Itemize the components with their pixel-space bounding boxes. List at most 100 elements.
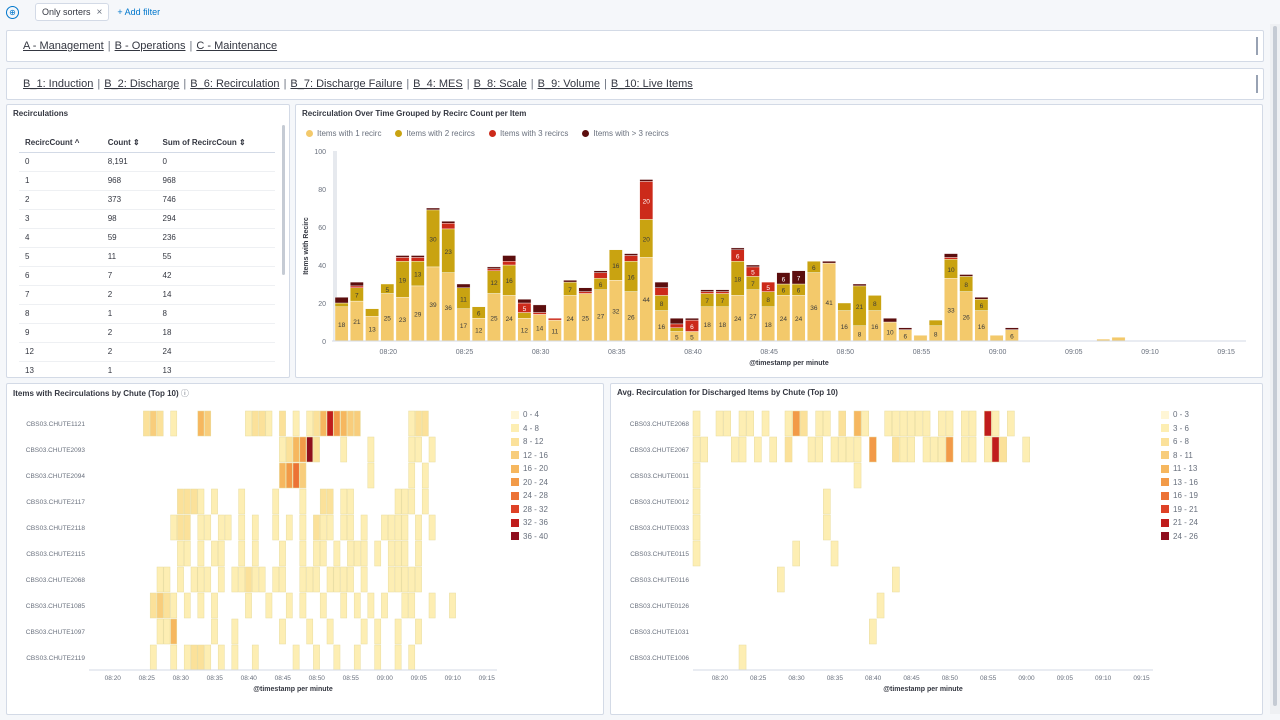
bar-segment[interactable]: [654, 287, 669, 296]
heatmap-cell[interactable]: [245, 592, 252, 619]
heatmap-cell[interactable]: [313, 410, 320, 437]
bar-segment[interactable]: [669, 327, 684, 332]
heatmap-cell[interactable]: [170, 410, 178, 437]
bar-segment[interactable]: [624, 255, 638, 262]
heatmap-cell[interactable]: [183, 644, 191, 671]
bar-segment[interactable]: [791, 270, 806, 285]
heatmap-cell[interactable]: [306, 436, 314, 463]
heatmap-cell[interactable]: [204, 566, 212, 593]
bar-segment[interactable]: [578, 287, 593, 292]
heatmap-cell[interactable]: [170, 592, 178, 619]
legend-item[interactable]: 11 - 13: [1161, 462, 1198, 476]
heatmap-cell[interactable]: [347, 514, 354, 541]
heatmap-cell[interactable]: [428, 436, 436, 463]
bar-segment[interactable]: [669, 323, 684, 328]
heatmap-cell[interactable]: [326, 514, 334, 541]
legend-item[interactable]: 28 - 32: [511, 503, 548, 517]
heatmap-cell[interactable]: [190, 566, 198, 593]
heatmap-cell[interactable]: [892, 566, 900, 593]
heatmap-cell[interactable]: [823, 410, 831, 437]
heatmap-cell[interactable]: [340, 410, 348, 437]
legend-item[interactable]: 32 - 36: [511, 516, 548, 530]
heatmap-cell[interactable]: [401, 488, 409, 515]
heatmap-cell[interactable]: [731, 436, 739, 463]
bar-segment[interactable]: [624, 253, 638, 256]
heatmap-cell[interactable]: [319, 592, 327, 619]
heatmap-cell[interactable]: [353, 592, 361, 619]
heatmap-cell[interactable]: [723, 410, 731, 437]
column-header-recirccount[interactable]: RecircCount ^: [19, 133, 102, 153]
close-icon[interactable]: ×: [96, 6, 103, 18]
heatmap-cell[interactable]: [792, 410, 800, 437]
heatmap-cell[interactable]: [319, 410, 327, 437]
bar-segment[interactable]: [700, 289, 715, 292]
heatmap-cell[interactable]: [394, 540, 402, 567]
heatmap-cell[interactable]: [340, 566, 348, 593]
nav-link-b-2-discharge[interactable]: B_2: Discharge: [104, 78, 180, 90]
bar-segment[interactable]: [502, 255, 516, 262]
heatmap-cell[interactable]: [784, 410, 793, 437]
heatmap-cell[interactable]: [279, 462, 286, 489]
heatmap-cell[interactable]: [333, 540, 341, 567]
heatmap-cell[interactable]: [204, 410, 212, 437]
legend-item-items-with-1-recirc[interactable]: Items with 1 recirc: [306, 129, 381, 138]
heatmap-cell[interactable]: [224, 514, 232, 541]
legend-item[interactable]: 21 - 24: [1161, 516, 1198, 530]
heatmap-cell[interactable]: [360, 566, 368, 593]
bar-segment[interactable]: [593, 272, 608, 279]
bar-segment[interactable]: [867, 295, 882, 311]
heatmap-cell[interactable]: [984, 410, 992, 437]
heatmap-cell[interactable]: [326, 618, 334, 645]
heatmap-cell[interactable]: [306, 566, 314, 593]
heatmap-cell[interactable]: [922, 436, 931, 463]
heatmap-cell[interactable]: [197, 592, 205, 619]
heatmap-cell[interactable]: [408, 436, 416, 463]
heatmap-cell[interactable]: [285, 592, 293, 619]
bar-segment[interactable]: [822, 260, 836, 264]
heatmap-cell[interactable]: [238, 566, 246, 593]
heatmap-cell[interactable]: [238, 540, 246, 567]
heatmap-cell[interactable]: [892, 410, 900, 437]
nav-link-a-management[interactable]: A - Management: [23, 40, 104, 52]
heatmap-cell[interactable]: [347, 410, 354, 437]
heatmap-cell[interactable]: [415, 410, 422, 437]
heatmap-cell[interactable]: [415, 618, 422, 645]
heatmap-cell[interactable]: [251, 644, 259, 671]
bar-segment[interactable]: [928, 319, 943, 327]
nav-link-c-maintenance[interactable]: C - Maintenance: [196, 40, 278, 52]
heatmap-cell[interactable]: [415, 514, 422, 541]
heatmap-cell[interactable]: [938, 410, 946, 437]
bar-segment[interactable]: [487, 268, 501, 271]
heatmap-cell[interactable]: [408, 566, 416, 593]
heatmap-cell[interactable]: [279, 436, 286, 463]
heatmap-cell[interactable]: [374, 618, 382, 645]
heatmap-cell[interactable]: [930, 436, 938, 463]
filter-pill-only-sorters[interactable]: Only sorters ×: [35, 3, 110, 21]
heatmap-cell[interactable]: [326, 566, 334, 593]
heatmap-cell[interactable]: [197, 410, 205, 437]
heatmap-cell[interactable]: [387, 514, 395, 541]
heatmap-cell[interactable]: [156, 566, 164, 593]
heatmap-cell[interactable]: [415, 436, 422, 463]
heatmap-cell[interactable]: [299, 462, 307, 489]
heatmap-cell[interactable]: [692, 514, 701, 541]
bar-segment[interactable]: [471, 306, 486, 319]
heatmap-cell[interactable]: [204, 644, 212, 671]
heatmap-cell[interactable]: [272, 488, 280, 515]
heatmap-cell[interactable]: [251, 566, 259, 593]
heatmap-cell[interactable]: [204, 514, 212, 541]
bar-segment[interactable]: [1111, 336, 1126, 342]
heatmap-cell[interactable]: [428, 514, 436, 541]
heatmap-cell[interactable]: [367, 436, 375, 463]
heatmap-cell[interactable]: [333, 566, 341, 593]
heatmap-cell[interactable]: [163, 618, 171, 645]
legend-item[interactable]: 0 - 4: [511, 408, 548, 422]
heatmap-cell[interactable]: [853, 410, 862, 437]
heatmap-cell[interactable]: [279, 566, 286, 593]
info-icon[interactable]: ⓘ: [180, 389, 189, 398]
bar-segment[interactable]: [776, 272, 791, 285]
heatmap-cell[interactable]: [408, 488, 416, 515]
heatmap-cell[interactable]: [245, 410, 252, 437]
bar-segment[interactable]: [593, 270, 608, 273]
heatmap-cell[interactable]: [279, 618, 286, 645]
